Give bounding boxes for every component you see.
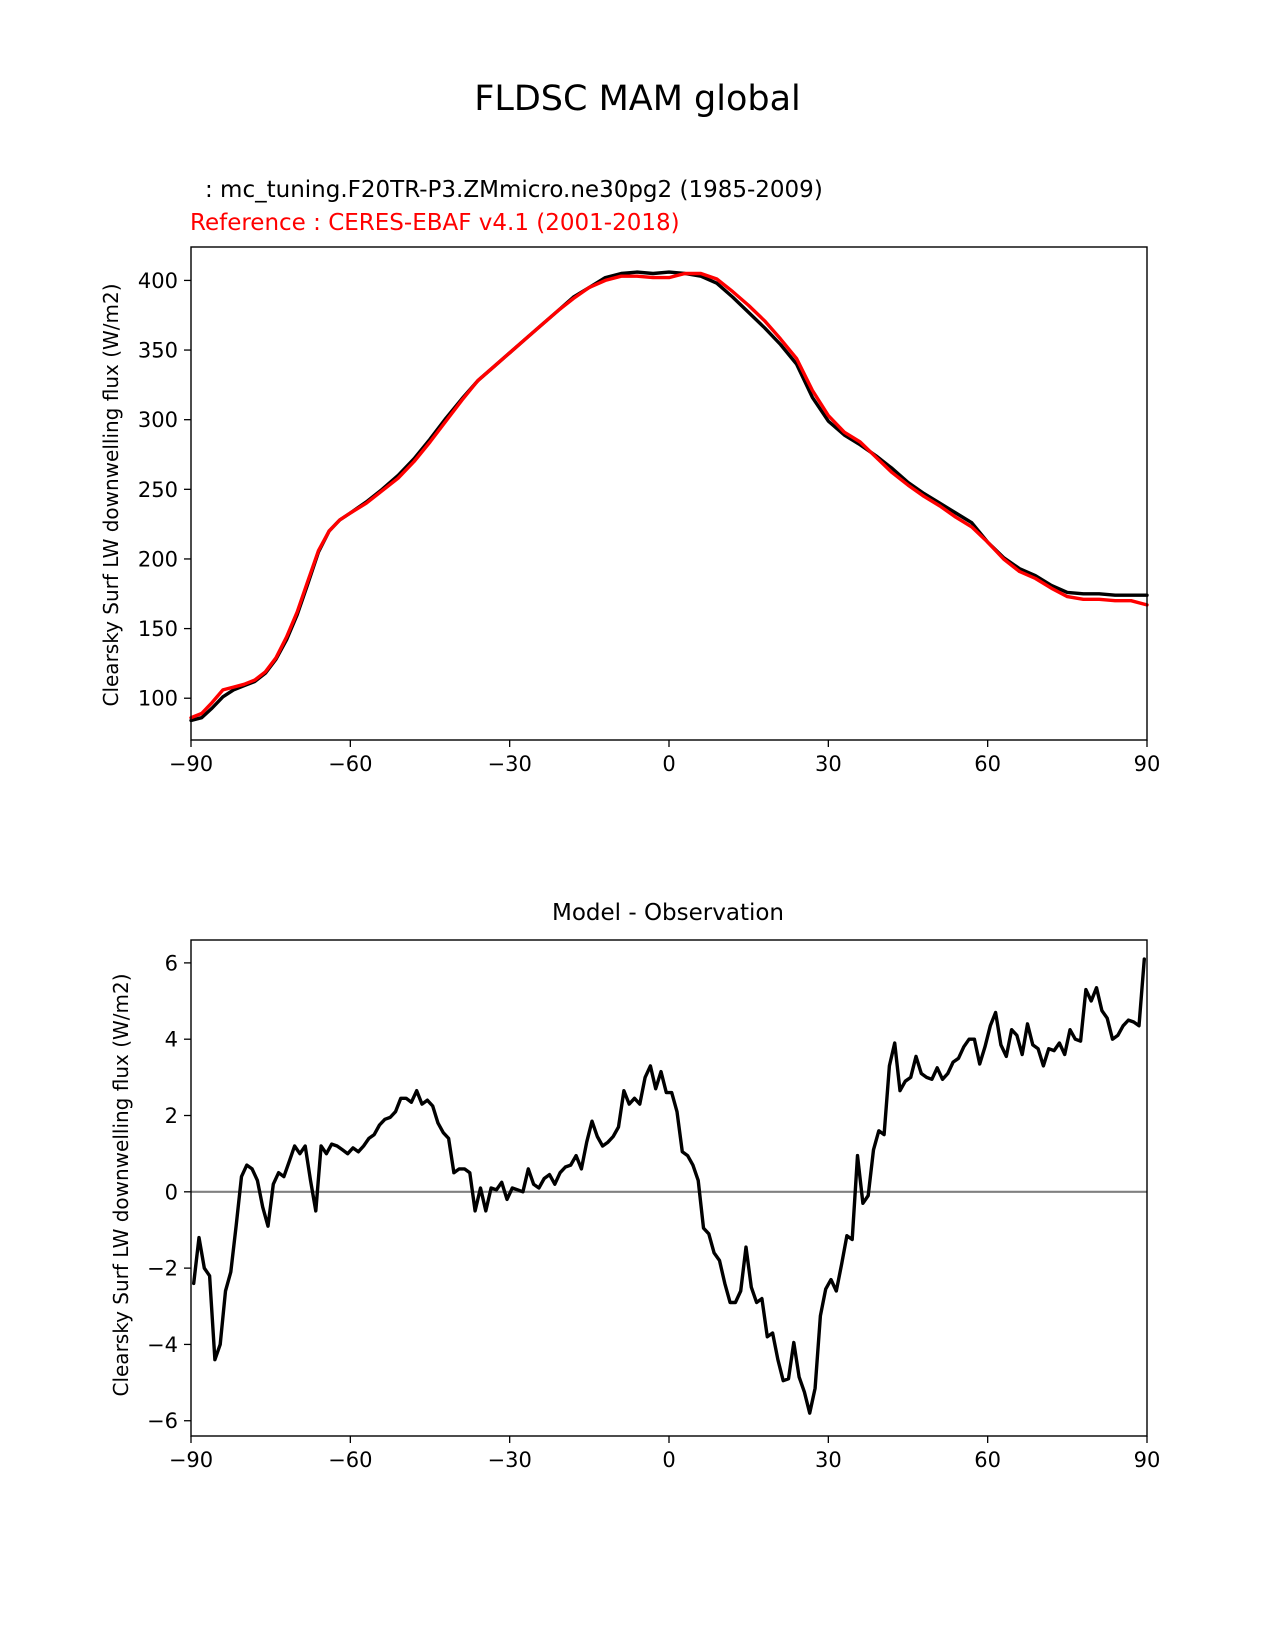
top-x-tick-label: 30 <box>815 752 842 776</box>
bottom-x-tick-label: 60 <box>974 1448 1001 1472</box>
top-plot-area: −90 −60 −30 0 30 60 90 100 150 200 250 300 350 400 <box>138 246 1161 776</box>
top-panel: : mc_tuning.F20TR-P3.ZMmicro.ne30pg2 (19… <box>99 177 1160 776</box>
bottom-y-tick-label: −6 <box>147 1409 178 1433</box>
bottom-series-line-0 <box>191 957 1147 1415</box>
bottom-panel: Model - Observation −90 −60 −30 0 30 60 90−6−4… <box>109 900 1160 1472</box>
bottom-x-tick-label: 90 <box>1134 1448 1161 1472</box>
top-x-tick-label: −60 <box>328 752 372 776</box>
bottom-y-tick-label: 0 <box>165 1180 178 1204</box>
top-series-line-1 <box>189 271 1149 720</box>
top-y-tick-label: 100 <box>138 687 178 711</box>
bottom-x-tick-label: −90 <box>169 1448 213 1472</box>
top-y-tick-label: 400 <box>138 269 178 293</box>
test-case-label: : mc_tuning.F20TR-P3.ZMmicro.ne30pg2 (19… <box>205 177 823 203</box>
top-y-tick-label: 150 <box>138 617 178 641</box>
bottom-y-tick-label: 6 <box>165 951 178 975</box>
top-y-tick-label: 250 <box>138 478 178 502</box>
bottom-y-tick-label: 4 <box>165 1028 178 1052</box>
top-y-tick-label: 300 <box>138 408 178 432</box>
bottom-plot-area: −90 −60 −30 0 30 60 90 −6 −4 −2 0 2 4 6 <box>147 939 1161 1472</box>
bottom-y-axis-label: Clearsky Surf LW downwelling flux (W/m2) <box>109 973 133 1396</box>
bottom-axes-frame <box>190 939 1148 1437</box>
bottom-x-tick-label: 30 <box>815 1448 842 1472</box>
top-y-tick-label: 200 <box>138 547 178 571</box>
bottom-y-tick-label: −2 <box>147 1257 178 1281</box>
top-axes-frame <box>190 246 1148 741</box>
top-x-tick-label: 0 <box>662 752 675 776</box>
bottom-y-tick-label: 2 <box>165 1104 178 1128</box>
reference-label: Reference : CERES-EBAF v4.1 (2001-2018) <box>190 210 680 236</box>
bottom-y-tick-label: −4 <box>147 1333 178 1357</box>
bottom-x-tick-label: 0 <box>662 1448 675 1472</box>
top-x-tick-label: −90 <box>169 752 213 776</box>
top-x-tick-label: 60 <box>974 752 1001 776</box>
bottom-x-tick-label: −60 <box>328 1448 372 1472</box>
top-series-line-0 <box>189 270 1149 723</box>
figure-title: FLDSC MAM global <box>474 79 801 119</box>
top-x-tick-label: 90 <box>1134 752 1161 776</box>
bottom-x-tick-label: −30 <box>488 1448 532 1472</box>
top-y-tick-label: 350 <box>138 339 178 363</box>
top-x-tick-label: −30 <box>488 752 532 776</box>
difference-plot-title: Model - Observation <box>552 900 784 926</box>
top-y-axis-label: Clearsky Surf LW downwelling flux (W/m2) <box>99 283 123 706</box>
